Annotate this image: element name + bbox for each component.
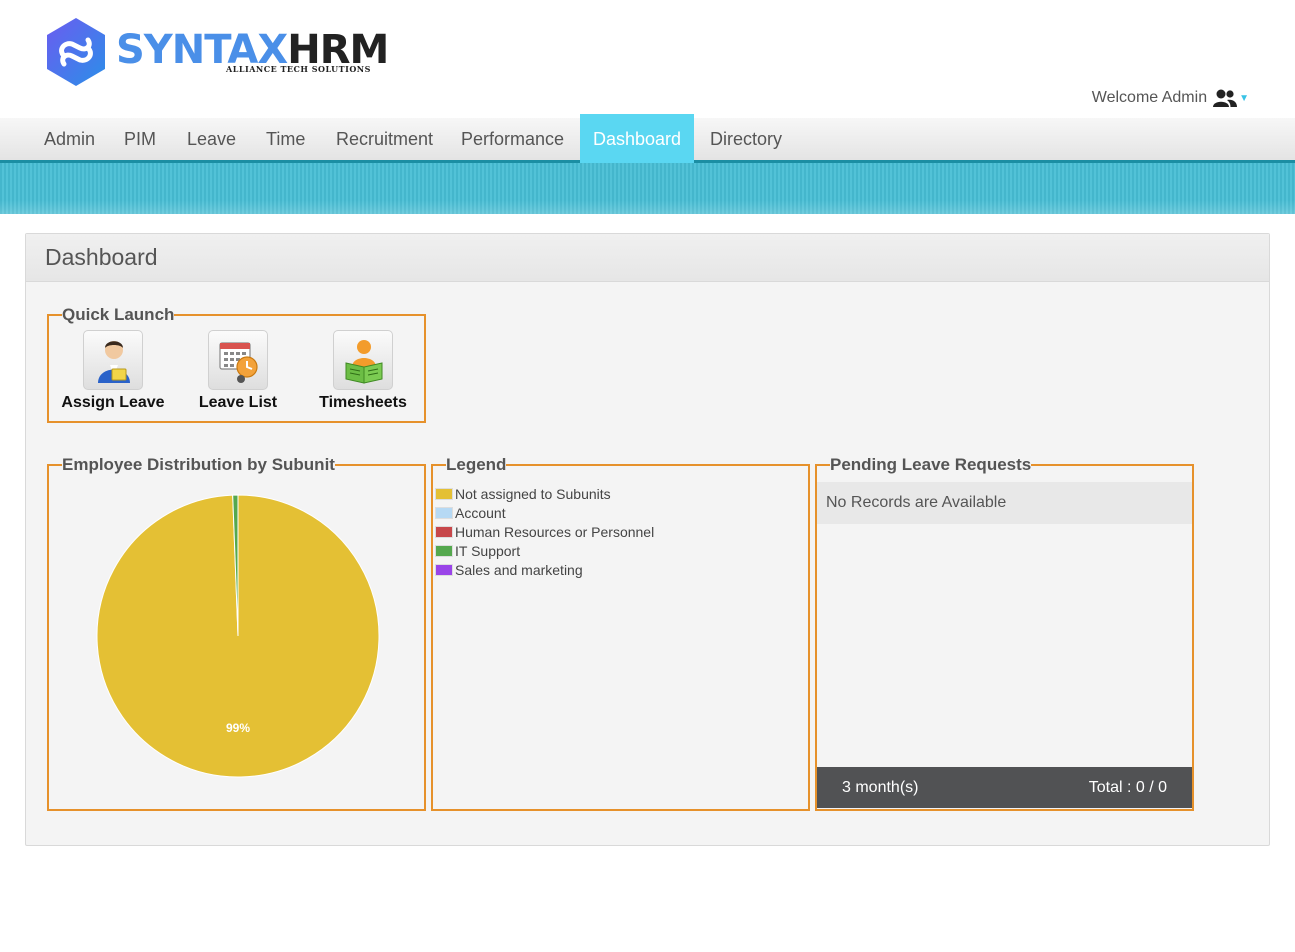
legend-swatch	[435, 544, 453, 557]
header-banner	[0, 163, 1295, 214]
main-navbar: Admin PIM Leave Time Recruitment Perform…	[0, 114, 1295, 164]
logo-hex-icon	[47, 18, 105, 86]
no-records-message: No Records are Available	[817, 482, 1192, 524]
assign-leave-label: Assign Leave	[61, 394, 165, 411]
syntaxhrm-logo[interactable]: SYNTAXHRM ALLIANCE TECH SOLUTIONS	[44, 16, 389, 92]
logo-wordmark: SYNTAXHRM	[116, 26, 389, 74]
users-icon	[1213, 89, 1238, 107]
leave-list-icon	[208, 330, 268, 390]
nav-performance[interactable]: Performance	[461, 129, 565, 149]
nav-leave[interactable]: Leave	[187, 129, 237, 149]
logo-text-part2: HRM	[287, 27, 389, 73]
distribution-title: Employee Distribution by Subunit	[62, 455, 335, 474]
welcome-text: Welcome Admin	[1091, 89, 1208, 106]
legend-item: Sales and marketing	[435, 560, 654, 579]
legend-label: Account	[455, 504, 506, 521]
legend-title: Legend	[446, 455, 507, 474]
quick-launch-leave-list[interactable]: Leave List	[178, 330, 298, 416]
panel-header: Dashboard	[26, 234, 1269, 282]
pending-leave-footer: 3 month(s) Total : 0 / 0	[817, 767, 1192, 808]
pie-slice	[232, 494, 239, 637]
legend-swatch	[435, 506, 453, 519]
pie-slice-label: 99%	[226, 721, 250, 735]
assign-leave-icon	[83, 330, 143, 390]
caret-down-icon: ▼	[1239, 92, 1249, 104]
welcome-menu[interactable]: Welcome Admin ▼	[1092, 88, 1249, 108]
quick-launch-title: Quick Launch	[62, 305, 175, 324]
legend-swatch	[435, 563, 453, 576]
legend-label: Not assigned to Subunits	[455, 485, 611, 502]
nav-pim[interactable]: PIM	[124, 129, 157, 149]
total-count: Total : 0 / 0	[1088, 779, 1167, 796]
legend-label: Sales and marketing	[455, 561, 583, 578]
period-label: 3 month(s)	[842, 779, 919, 796]
timesheets-label: Timesheets	[319, 394, 407, 411]
legend-swatch	[435, 487, 453, 500]
quick-launch-assign-leave[interactable]: Assign Leave	[53, 330, 173, 416]
header: SYNTAXHRM ALLIANCE TECH SOLUTIONS Welcom…	[0, 0, 1295, 118]
quick-launch-timesheets[interactable]: Timesheets	[303, 330, 423, 416]
logo-tagline: ALLIANCE TECH SOLUTIONS	[226, 64, 371, 74]
nav-dashboard[interactable]: Dashboard	[580, 114, 695, 164]
nav-recruitment[interactable]: Recruitment	[336, 129, 434, 149]
nav-directory[interactable]: Directory	[710, 129, 783, 149]
legend-item: Human Resources or Personnel	[435, 522, 654, 541]
legend-label: IT Support	[455, 542, 521, 559]
legend-item: Not assigned to Subunits	[435, 484, 654, 503]
legend-swatch	[435, 525, 453, 538]
pending-leave-box: Pending Leave Requests No Records are Av…	[815, 456, 1194, 811]
leave-list-label: Leave List	[198, 394, 278, 411]
legend-list: Not assigned to Subunits Account Human R…	[435, 484, 654, 579]
distribution-box: Employee Distribution by Subunit 99%	[47, 456, 426, 811]
legend-item: IT Support	[435, 541, 654, 560]
legend-item: Account	[435, 503, 654, 522]
logo-text-part1: SYNTAX	[116, 27, 288, 73]
quick-launch-box: Quick Launch Assign Leave	[47, 306, 426, 423]
page-title: Dashboard	[45, 244, 158, 270]
distribution-pie-chart: 99%	[96, 494, 380, 778]
nav-time[interactable]: Time	[266, 129, 306, 149]
legend-label: Human Resources or Personnel	[455, 523, 655, 540]
nav-admin[interactable]: Admin	[44, 129, 96, 149]
legend-box: Legend Not assigned to Subunits Account …	[431, 456, 810, 811]
pending-leave-title: Pending Leave Requests	[830, 455, 1032, 474]
dashboard-panel: Dashboard Quick Launch Assign Leave	[25, 233, 1270, 846]
timesheets-icon	[333, 330, 393, 390]
